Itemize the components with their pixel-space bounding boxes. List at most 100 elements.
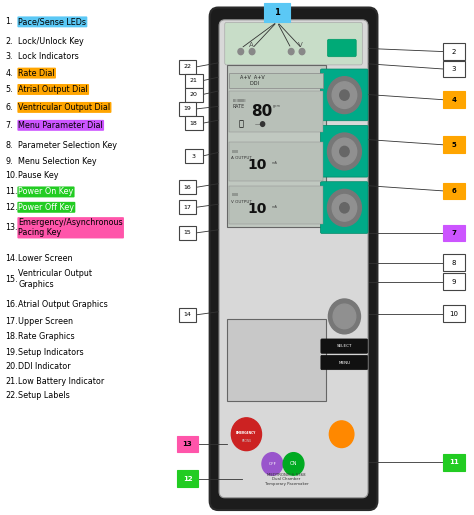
Circle shape: [328, 77, 361, 114]
Text: Setup Labels: Setup Labels: [18, 391, 70, 400]
FancyBboxPatch shape: [321, 355, 367, 370]
FancyBboxPatch shape: [185, 74, 202, 88]
Text: 20.: 20.: [5, 362, 18, 371]
Text: 7: 7: [451, 230, 456, 236]
Text: 🔒: 🔒: [238, 120, 243, 129]
Text: 21: 21: [190, 78, 198, 83]
FancyBboxPatch shape: [179, 226, 197, 240]
Text: 17: 17: [183, 205, 191, 210]
FancyBboxPatch shape: [320, 69, 368, 121]
Text: 13: 13: [182, 441, 192, 447]
Text: IIIIIII: IIIIIII: [231, 194, 238, 197]
Text: Ventricular Output
Graphics: Ventricular Output Graphics: [18, 269, 92, 289]
FancyBboxPatch shape: [225, 22, 362, 65]
Text: 12: 12: [182, 476, 192, 482]
Circle shape: [340, 146, 349, 157]
Text: A: A: [249, 42, 254, 48]
FancyBboxPatch shape: [179, 308, 197, 322]
FancyBboxPatch shape: [229, 186, 323, 224]
Text: 14.: 14.: [5, 254, 18, 263]
Text: 3.: 3.: [5, 52, 13, 61]
FancyBboxPatch shape: [443, 61, 465, 77]
Text: 8.: 8.: [5, 141, 13, 150]
Text: 13.: 13.: [5, 224, 18, 232]
Text: Atrial Output Graphics: Atrial Output Graphics: [18, 300, 108, 309]
FancyBboxPatch shape: [227, 319, 326, 401]
Text: 8: 8: [452, 260, 456, 266]
Text: Low Battery Indicator: Low Battery Indicator: [18, 377, 105, 386]
FancyBboxPatch shape: [443, 273, 465, 290]
Text: A+V  A+V
  DDI: A+V A+V DDI: [240, 75, 265, 86]
Text: mA: mA: [272, 205, 277, 209]
Circle shape: [332, 195, 357, 221]
Text: Rate Graphics: Rate Graphics: [18, 332, 75, 341]
FancyBboxPatch shape: [229, 142, 323, 181]
Circle shape: [328, 133, 361, 170]
Text: 10: 10: [247, 202, 267, 216]
Text: 5.: 5.: [5, 85, 13, 94]
Circle shape: [328, 299, 360, 334]
Text: Menu Selection Key: Menu Selection Key: [18, 157, 97, 166]
Text: 2.: 2.: [5, 37, 13, 46]
FancyBboxPatch shape: [177, 436, 198, 452]
Text: 19.: 19.: [5, 348, 18, 357]
Text: V OUTPUT: V OUTPUT: [231, 200, 252, 203]
Circle shape: [231, 418, 262, 451]
Text: mA: mA: [272, 161, 277, 165]
Text: Parameter Selection Key: Parameter Selection Key: [18, 141, 118, 150]
FancyBboxPatch shape: [443, 254, 465, 271]
FancyBboxPatch shape: [227, 65, 326, 227]
Text: Menu Parameter Dial: Menu Parameter Dial: [18, 121, 103, 130]
Text: DDI Indicator: DDI Indicator: [18, 362, 71, 371]
FancyBboxPatch shape: [185, 149, 202, 163]
Text: Pause Key: Pause Key: [18, 171, 59, 180]
Text: Emergency/Asynchronous
Pacing Key: Emergency/Asynchronous Pacing Key: [18, 218, 123, 237]
FancyBboxPatch shape: [443, 182, 465, 199]
Text: Lock Indicators: Lock Indicators: [18, 52, 79, 61]
Text: 16.: 16.: [5, 300, 18, 309]
Text: Rate Dial: Rate Dial: [18, 68, 55, 78]
FancyBboxPatch shape: [219, 20, 368, 497]
Text: Power On Key: Power On Key: [18, 187, 73, 196]
Text: ON: ON: [290, 461, 297, 467]
Text: 20: 20: [190, 92, 198, 97]
Circle shape: [332, 82, 357, 109]
Text: 21.: 21.: [5, 377, 18, 386]
FancyBboxPatch shape: [443, 91, 465, 108]
FancyBboxPatch shape: [229, 73, 323, 89]
Text: Lock/Unlock Key: Lock/Unlock Key: [18, 37, 84, 46]
Text: 12.: 12.: [5, 203, 18, 212]
FancyBboxPatch shape: [177, 470, 198, 487]
Text: 11: 11: [449, 459, 459, 466]
Text: IIIIIII: IIIIIII: [231, 150, 238, 154]
FancyBboxPatch shape: [264, 3, 290, 23]
Circle shape: [332, 138, 357, 165]
FancyBboxPatch shape: [185, 116, 202, 130]
Text: 18.: 18.: [5, 332, 18, 341]
Text: 15.: 15.: [5, 274, 18, 284]
FancyBboxPatch shape: [443, 305, 465, 322]
Text: 18: 18: [190, 121, 198, 126]
Text: 16: 16: [183, 185, 191, 190]
FancyBboxPatch shape: [328, 39, 356, 57]
Text: EMERGENCY: EMERGENCY: [236, 431, 256, 435]
Text: 10.: 10.: [5, 171, 18, 180]
Circle shape: [299, 48, 305, 55]
FancyBboxPatch shape: [179, 60, 197, 74]
Text: 6: 6: [451, 188, 456, 194]
Text: 14: 14: [183, 313, 191, 317]
Text: —⬤: —⬤: [255, 121, 266, 127]
FancyBboxPatch shape: [443, 454, 465, 471]
Circle shape: [333, 304, 356, 329]
FancyBboxPatch shape: [185, 88, 202, 101]
Circle shape: [340, 90, 349, 100]
Text: Pace/Sense LEDs: Pace/Sense LEDs: [18, 18, 86, 26]
FancyBboxPatch shape: [443, 43, 465, 60]
Text: Atrial Output Dial: Atrial Output Dial: [18, 85, 88, 94]
Text: 6.: 6.: [5, 103, 13, 112]
Text: IIIIIIIIIIII: IIIIIIIIIIII: [232, 99, 246, 102]
Text: 4.: 4.: [5, 68, 13, 78]
Text: RATE: RATE: [232, 104, 245, 109]
Text: Lower Screen: Lower Screen: [18, 254, 73, 263]
Text: 22.: 22.: [5, 391, 18, 400]
